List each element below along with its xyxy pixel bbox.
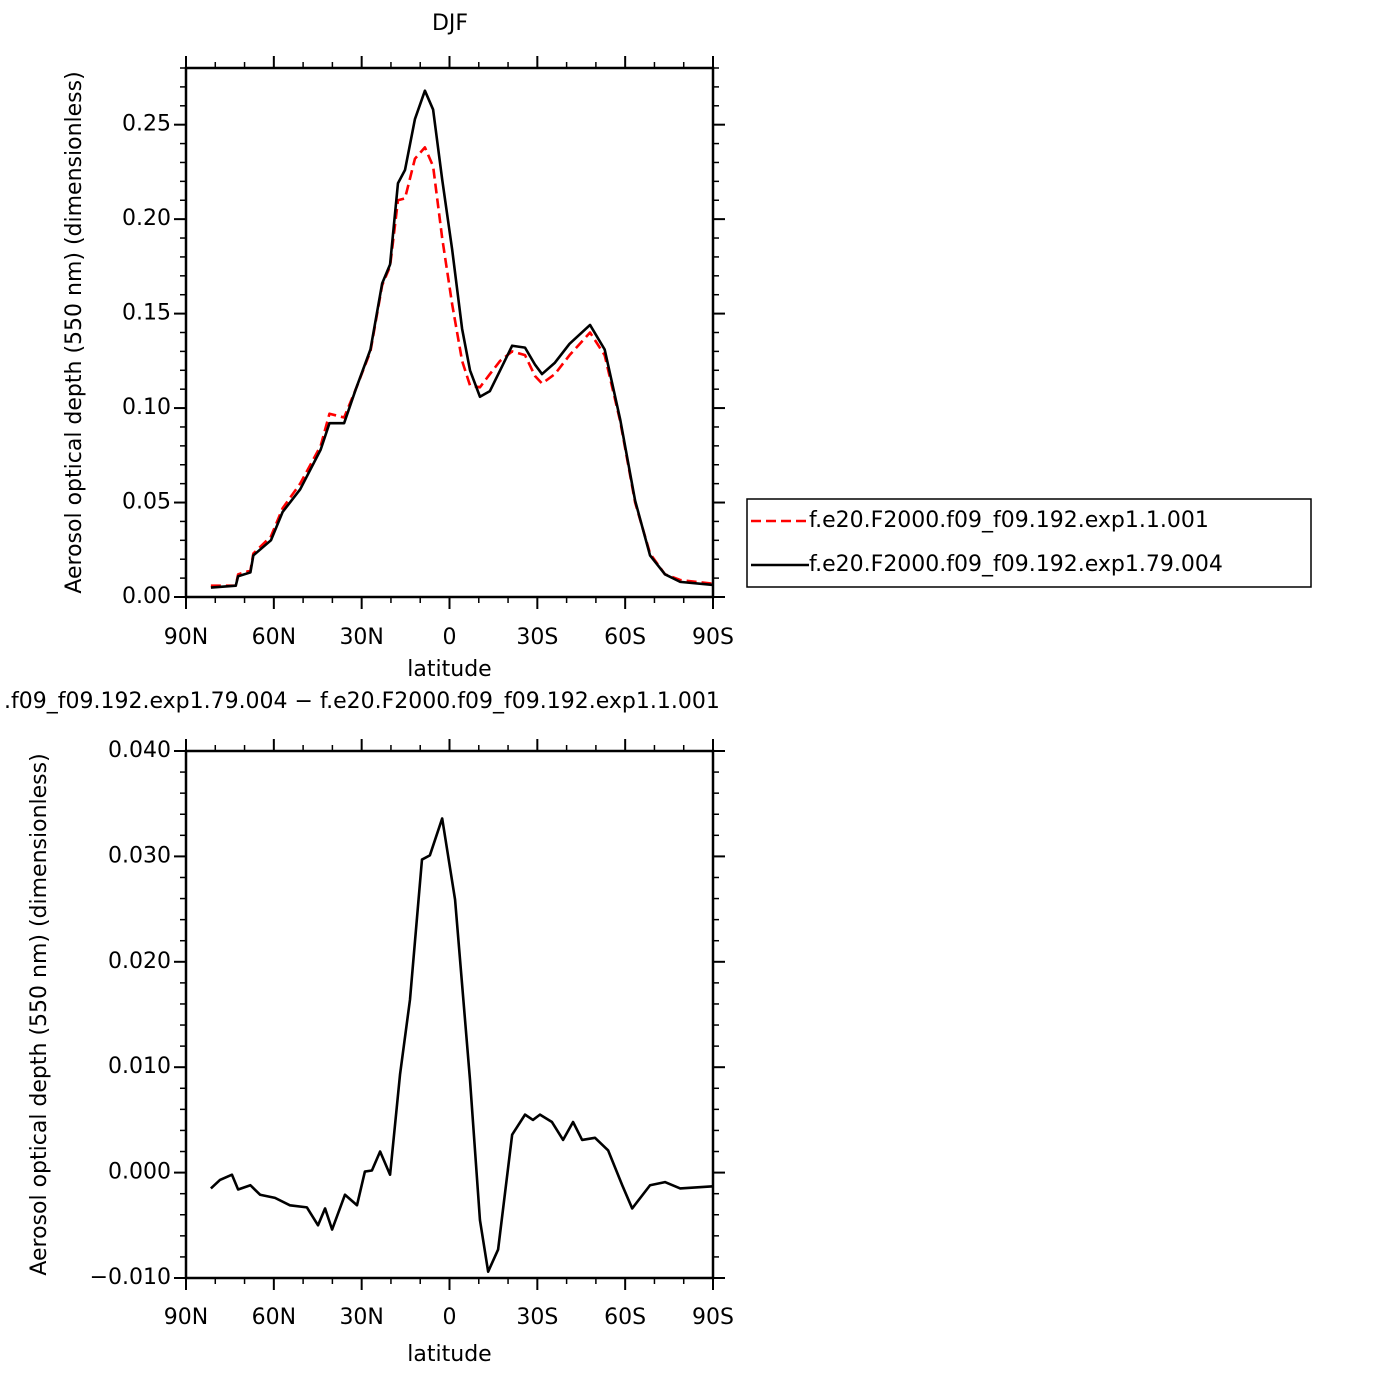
y-tick-label: 0.25 xyxy=(122,112,171,137)
x-tick-label: 0 xyxy=(443,625,457,650)
x-tick-label: 90S xyxy=(692,1305,734,1330)
y-tick-label: 0.040 xyxy=(108,738,171,763)
chart-title: .f09_f09.192.exp1.79.004 − f.e20.F2000.f… xyxy=(4,689,720,714)
x-tick-label: 90N xyxy=(164,625,208,650)
x-axis-label: latitude xyxy=(407,1342,491,1367)
y-tick-label: 0.10 xyxy=(122,395,171,420)
x-tick-label: 30S xyxy=(516,625,558,650)
y-axis-label: Aerosol optical depth (550 nm) (dimensio… xyxy=(27,753,52,1275)
y-tick-label: 0.000 xyxy=(108,1160,171,1185)
legend-label: f.e20.F2000.f09_f09.192.exp1.1.001 xyxy=(809,508,1209,533)
y-tick-label: −0.010 xyxy=(90,1265,171,1290)
x-tick-label: 60S xyxy=(604,1305,646,1330)
y-tick-label: 0.010 xyxy=(108,1054,171,1079)
x-axis-label: latitude xyxy=(407,657,491,682)
y-tick-label: 0.020 xyxy=(108,949,171,974)
x-tick-label: 90N xyxy=(164,1305,208,1330)
x-tick-label: 60S xyxy=(604,625,646,650)
y-tick-label: 0.20 xyxy=(122,206,171,231)
x-tick-label: 30N xyxy=(339,625,383,650)
x-tick-label: 60N xyxy=(252,1305,296,1330)
plot-frame xyxy=(184,66,715,599)
x-tick-label: 0 xyxy=(443,1305,457,1330)
y-axis-label: Aerosol optical depth (550 nm) (dimensio… xyxy=(62,71,87,593)
plot-frame xyxy=(184,749,715,1280)
y-tick-label: 0.030 xyxy=(108,843,171,868)
x-tick-label: 30N xyxy=(339,1305,383,1330)
y-tick-label: 0.00 xyxy=(122,584,171,609)
y-tick-label: 0.05 xyxy=(122,490,171,515)
data-line xyxy=(210,89,714,589)
data-line xyxy=(210,817,714,1273)
y-tick-label: 0.15 xyxy=(122,301,171,326)
legend-box xyxy=(746,498,1312,588)
chart-title: DJF xyxy=(432,11,468,36)
legend-label: f.e20.F2000.f09_f09.192.exp1.79.004 xyxy=(809,552,1223,577)
x-tick-label: 90S xyxy=(692,625,734,650)
data-line xyxy=(210,146,714,587)
x-tick-label: 60N xyxy=(252,625,296,650)
x-tick-label: 30S xyxy=(516,1305,558,1330)
